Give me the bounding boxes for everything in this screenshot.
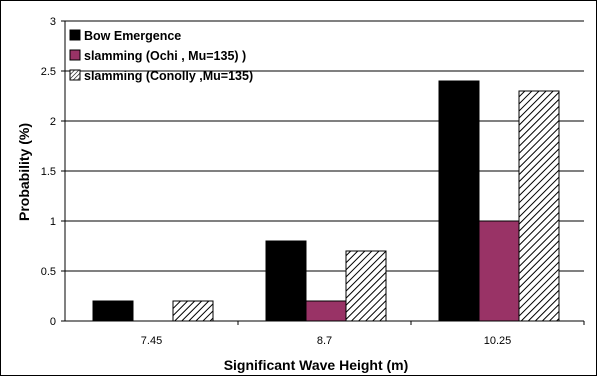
legend-label-2: slamming (Ochi , Mu=135) )	[84, 49, 246, 63]
legend-label-1: Bow Emergence	[84, 29, 181, 43]
bar-1-3	[438, 80, 480, 322]
x-tick-label: 10.25	[484, 335, 512, 347]
bar-1-1	[92, 300, 134, 322]
bar-3-3	[518, 90, 560, 322]
y-tick-label: 2.5	[41, 66, 56, 78]
y-tick-label: 1.5	[41, 166, 56, 178]
bar-3-2	[345, 250, 387, 322]
y-tick-label: 1	[50, 216, 56, 228]
y-axis-label: Probability (%)	[16, 123, 32, 221]
y-tick-label: 2	[50, 116, 56, 128]
y-tick-label: 0.5	[41, 266, 56, 278]
y-tick-label: 3	[50, 16, 56, 28]
x-tick-label: 7.45	[141, 335, 162, 347]
y-tick-label: 0	[50, 316, 56, 328]
legend-label-3: slamming (Conolly ,Mu=135)	[84, 69, 253, 83]
bar-2-3	[478, 220, 520, 322]
bar-2-2	[305, 300, 347, 322]
x-axis-label: Significant Wave Height (m)	[224, 357, 409, 373]
bar-1-2	[265, 240, 307, 322]
legend-swatch-3	[69, 69, 81, 81]
x-tick-label: 8.7	[317, 335, 332, 347]
bar-3-1	[172, 300, 214, 322]
legend-swatch-1	[69, 29, 81, 41]
legend-swatch-2	[69, 49, 81, 61]
